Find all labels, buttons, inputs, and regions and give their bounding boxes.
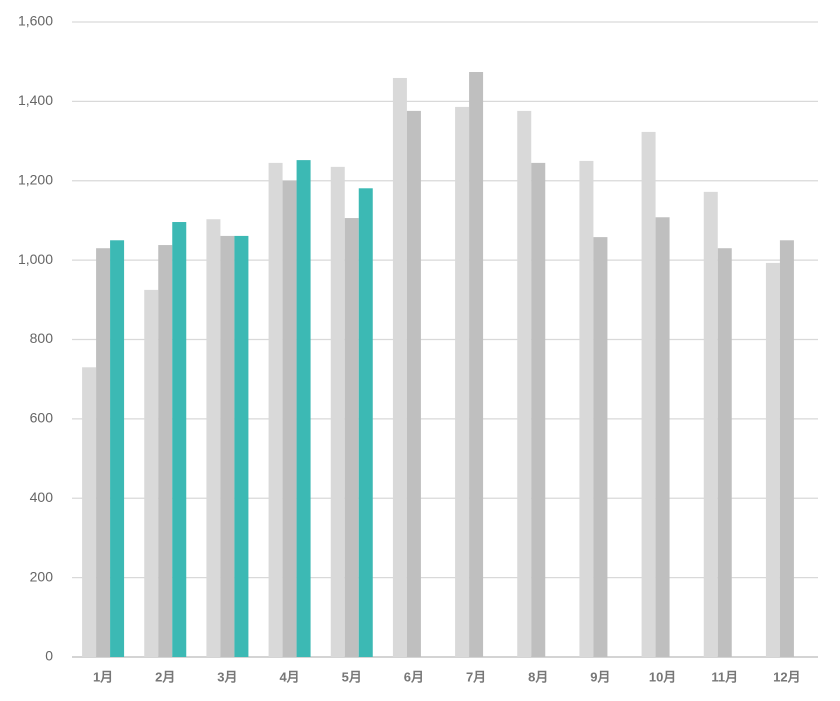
x-tick-label: 1月 xyxy=(93,669,113,684)
y-tick-label: 800 xyxy=(30,330,54,346)
bar xyxy=(655,217,670,657)
y-tick-label: 1,400 xyxy=(18,92,53,108)
x-tick-label: 11月 xyxy=(711,669,738,684)
y-tick-label: 1,000 xyxy=(18,251,53,267)
bar xyxy=(158,245,173,657)
bar xyxy=(765,262,780,657)
bar xyxy=(96,248,111,657)
x-tick-label: 7月 xyxy=(466,669,486,684)
bar xyxy=(110,240,125,657)
y-tick-label: 400 xyxy=(30,489,54,505)
bar xyxy=(358,188,373,657)
bar xyxy=(206,219,221,657)
x-tick-label: 8月 xyxy=(528,669,548,684)
bar xyxy=(330,166,345,657)
x-tick-label: 3月 xyxy=(217,669,237,684)
bar xyxy=(144,289,159,657)
x-tick-label: 6月 xyxy=(404,669,424,684)
y-tick-label: 600 xyxy=(30,410,54,426)
y-tick-label: 1,200 xyxy=(18,171,53,187)
x-tick-label: 2月 xyxy=(155,669,175,684)
bar xyxy=(579,160,594,657)
bar xyxy=(469,72,484,658)
bar xyxy=(593,237,608,657)
bar xyxy=(641,131,656,657)
bar xyxy=(296,160,311,658)
x-tick-label: 9月 xyxy=(590,669,610,684)
bar xyxy=(392,77,407,658)
bar xyxy=(220,235,235,657)
bar xyxy=(268,162,283,657)
bar xyxy=(455,106,470,657)
bar xyxy=(344,218,359,657)
x-tick-label: 4月 xyxy=(279,669,299,684)
y-tick-label: 1,600 xyxy=(18,13,53,29)
bar xyxy=(717,248,732,657)
bar xyxy=(282,180,297,657)
y-tick-label: 0 xyxy=(45,648,53,664)
x-tick-label: 10月 xyxy=(649,669,676,684)
bar xyxy=(517,110,532,657)
bar xyxy=(406,110,421,657)
bar xyxy=(172,222,187,657)
bar xyxy=(703,191,718,658)
bar xyxy=(82,367,97,657)
y-tick-label: 200 xyxy=(30,568,54,584)
x-tick-label: 12月 xyxy=(773,669,800,684)
bar xyxy=(779,240,794,657)
bar xyxy=(234,235,249,657)
bar xyxy=(531,162,546,657)
x-tick-label: 5月 xyxy=(342,669,362,684)
